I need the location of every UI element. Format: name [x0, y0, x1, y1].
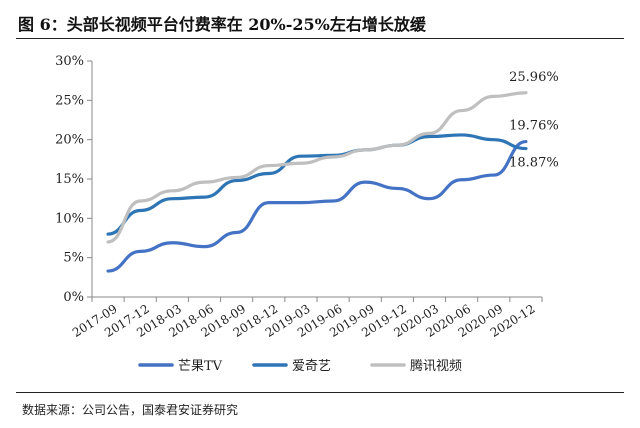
- data-point-2: [493, 95, 495, 97]
- data-point-2: [428, 132, 431, 134]
- data-point-0: [107, 270, 109, 272]
- data-point-1: [203, 196, 206, 198]
- data-point-0: [396, 187, 398, 190]
- data-point-1: [107, 233, 109, 235]
- data-point-0: [139, 250, 141, 252]
- y-tick-label: 0%: [63, 290, 84, 305]
- data-point-1: [171, 198, 173, 200]
- data-point-1: [300, 155, 302, 157]
- data-point-0: [203, 246, 206, 248]
- data-point-1: [493, 139, 495, 141]
- data-point-1: [461, 134, 463, 136]
- data-point-2: [364, 149, 366, 151]
- source-note: 数据来源：公司公告，国泰君安证券研究: [22, 403, 239, 417]
- data-point-0: [428, 198, 431, 200]
- data-point-2: [396, 144, 398, 146]
- data-label: 19.76%: [509, 119, 559, 134]
- data-point-2: [332, 156, 334, 158]
- data-point-2: [300, 162, 302, 164]
- data-point-2: [461, 109, 463, 112]
- data-point-2: [525, 92, 527, 94]
- data-point-0: [493, 174, 495, 176]
- legend-label: 芒果TV: [178, 358, 223, 374]
- data-point-1: [139, 209, 141, 212]
- data-point-0: [300, 202, 302, 204]
- data-point-2: [171, 190, 173, 192]
- data-point-2: [107, 241, 109, 243]
- data-point-0: [461, 179, 463, 181]
- data-label: 18.87%: [509, 156, 559, 171]
- data-point-1: [525, 147, 527, 150]
- legend-label: 爱奇艺: [292, 358, 331, 374]
- title-bar: 图 6：头部长视频平台付费率在 20%-25%左右增长放缓: [16, 8, 624, 39]
- y-tick-label: 5%: [63, 251, 84, 266]
- chart-area: 0% 5% 10% 15% 20% 25% 30% 2017-09 2017-12 2018-03…: [0, 40, 640, 390]
- series-line-2: [106, 91, 528, 244]
- data-point-2: [268, 165, 270, 167]
- source-bar: 数据来源：公司公告，国泰君安证券研究: [16, 392, 624, 427]
- data-point-0: [364, 181, 366, 183]
- data-point-0: [171, 242, 173, 244]
- data-label: 25.96%: [509, 70, 559, 85]
- data-point-0: [525, 140, 527, 143]
- data-point-0: [236, 231, 238, 234]
- y-tick-label: 15%: [55, 172, 84, 187]
- series-line-1: [106, 133, 528, 236]
- y-tick-label: 20%: [55, 133, 84, 148]
- data-point-1: [268, 172, 270, 175]
- data-point-2: [203, 181, 206, 183]
- data-point-0: [268, 202, 270, 204]
- chart-title: 图 6：头部长视频平台付费率在 20%-25%左右增长放缓: [18, 15, 426, 34]
- data-point-1: [236, 179, 238, 182]
- y-tick-label: 25%: [55, 93, 84, 108]
- data-point-2: [236, 176, 238, 179]
- data-point-2: [139, 200, 141, 202]
- data-point-1: [428, 135, 431, 138]
- y-tick-label: 30%: [55, 54, 84, 69]
- legend-label: 腾讯视频: [410, 358, 462, 374]
- data-point-0: [332, 200, 334, 202]
- line-chart: 0%5%10%15%20%25%30%2017-092017-122018-03…: [55, 54, 559, 374]
- y-tick-label: 10%: [55, 211, 84, 226]
